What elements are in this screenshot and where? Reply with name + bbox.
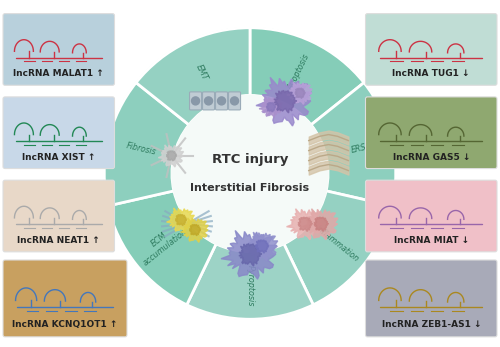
Polygon shape <box>295 88 306 99</box>
Wedge shape <box>311 83 396 206</box>
FancyBboxPatch shape <box>366 14 497 85</box>
Polygon shape <box>190 225 201 236</box>
Text: Apoptosis: Apoptosis <box>286 53 311 92</box>
FancyBboxPatch shape <box>190 92 202 110</box>
Text: lncRNA KCNQ1OT1 ↑: lncRNA KCNQ1OT1 ↑ <box>12 320 118 329</box>
Wedge shape <box>187 244 313 319</box>
Polygon shape <box>221 230 276 279</box>
Text: Interstitial Fibrosis: Interstitial Fibrosis <box>190 183 310 193</box>
Polygon shape <box>176 214 187 226</box>
Circle shape <box>104 28 396 319</box>
Polygon shape <box>298 217 312 231</box>
Polygon shape <box>239 244 262 266</box>
Polygon shape <box>286 209 322 240</box>
Text: Fibrosis: Fibrosis <box>125 141 157 156</box>
Polygon shape <box>180 218 208 242</box>
Circle shape <box>230 97 238 105</box>
Wedge shape <box>108 191 216 305</box>
Wedge shape <box>104 83 189 206</box>
Text: EMT: EMT <box>194 63 209 82</box>
Circle shape <box>172 95 328 252</box>
FancyBboxPatch shape <box>228 92 240 110</box>
Polygon shape <box>256 77 312 126</box>
FancyBboxPatch shape <box>3 97 114 169</box>
Polygon shape <box>302 209 338 240</box>
Polygon shape <box>245 232 278 261</box>
Text: lncRNA ZEB1-AS1 ↓: lncRNA ZEB1-AS1 ↓ <box>382 320 481 329</box>
Circle shape <box>204 97 212 105</box>
Polygon shape <box>274 91 297 113</box>
Polygon shape <box>259 97 282 117</box>
FancyBboxPatch shape <box>216 92 228 110</box>
Circle shape <box>192 97 200 105</box>
Text: Inflammation: Inflammation <box>314 223 361 263</box>
Text: lncRNA GAS5 ↓: lncRNA GAS5 ↓ <box>392 153 470 162</box>
Polygon shape <box>287 82 312 104</box>
Text: ECM
accumulation: ECM accumulation <box>136 219 190 268</box>
FancyBboxPatch shape <box>366 97 497 169</box>
FancyBboxPatch shape <box>202 92 214 110</box>
Polygon shape <box>266 103 276 112</box>
Polygon shape <box>158 145 184 167</box>
Text: ERS: ERS <box>350 143 368 155</box>
FancyBboxPatch shape <box>3 260 127 337</box>
Polygon shape <box>166 208 194 232</box>
Wedge shape <box>250 28 364 125</box>
Text: Pyroptosis: Pyroptosis <box>246 265 254 306</box>
Wedge shape <box>136 28 250 125</box>
FancyBboxPatch shape <box>3 180 114 252</box>
Wedge shape <box>284 191 392 305</box>
Circle shape <box>218 97 226 105</box>
Polygon shape <box>166 151 177 161</box>
Polygon shape <box>314 217 328 231</box>
FancyBboxPatch shape <box>3 14 114 85</box>
Text: lncRNA XIST ↑: lncRNA XIST ↑ <box>22 153 96 162</box>
Text: lncRNA NEAT1 ↑: lncRNA NEAT1 ↑ <box>18 236 100 245</box>
Text: lncRNA TUG1 ↓: lncRNA TUG1 ↓ <box>392 69 470 78</box>
Polygon shape <box>256 240 269 253</box>
Text: lncRNA MALAT1 ↑: lncRNA MALAT1 ↑ <box>14 69 104 78</box>
FancyBboxPatch shape <box>366 260 497 337</box>
Text: lncRNA MIAT ↓: lncRNA MIAT ↓ <box>394 236 469 245</box>
FancyBboxPatch shape <box>366 180 497 252</box>
Text: RTC injury: RTC injury <box>212 153 288 166</box>
